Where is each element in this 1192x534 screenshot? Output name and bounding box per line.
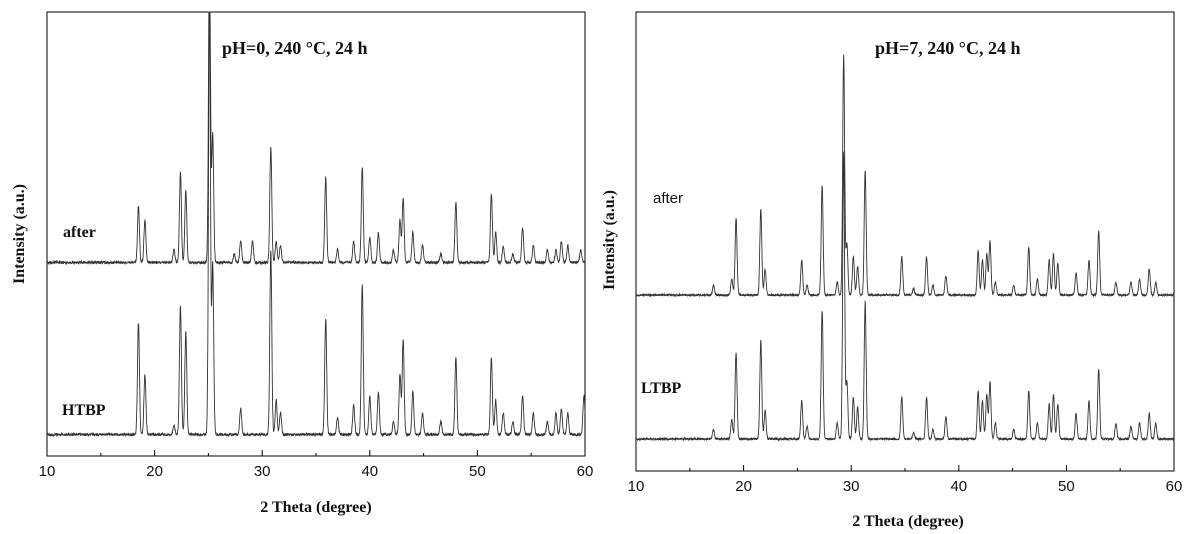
series-line-ltbp	[635, 151, 1175, 442]
chart-title: pH=0, 240 °C, 24 h	[222, 38, 367, 58]
x-tick-label: 30	[254, 463, 271, 480]
xrd-chart-left: 10 20 30 40 50 60 pH=0, 240 °C, 24 h 2 Theta …	[11, 11, 594, 516]
series-line-htbp	[46, 11, 586, 438]
x-tick-label: 50	[1058, 478, 1075, 495]
x-tick-label: 20	[735, 478, 752, 495]
chart-title: pH=7, 240 °C, 24 h	[875, 38, 1020, 58]
series-line-after	[635, 54, 1175, 298]
x-tick-label: 10	[39, 463, 56, 480]
x-axis-label: 2 Theta (degree)	[260, 499, 371, 516]
y-axis-label: Intensity (a.u.)	[601, 190, 618, 290]
xrd-chart-right: 10 20 30 40 50 60 pH=7, 240 °C, 24 h 2 Theta …	[601, 11, 1183, 530]
series-label-after: after	[653, 190, 683, 207]
x-tick-label: 40	[361, 463, 378, 480]
x-tick-label: 30	[843, 478, 860, 495]
x-tick-label: 10	[628, 478, 645, 495]
series-label-htbp: HTBP	[62, 402, 106, 419]
series-label-after: after	[63, 224, 96, 241]
y-axis-label: Intensity (a.u.)	[11, 184, 28, 284]
series-line-after	[46, 11, 586, 266]
x-tick-label: 40	[950, 478, 967, 495]
x-tick-label: 60	[577, 463, 594, 480]
x-tick-label: 60	[1166, 478, 1183, 495]
x-tick-label: 20	[146, 463, 163, 480]
series-label-ltbp: LTBP	[641, 380, 682, 397]
plot-frame	[635, 11, 1175, 472]
plot-frame	[46, 11, 586, 457]
x-tick-label: 50	[469, 463, 486, 480]
x-axis-label: 2 Theta (degree)	[852, 513, 963, 530]
